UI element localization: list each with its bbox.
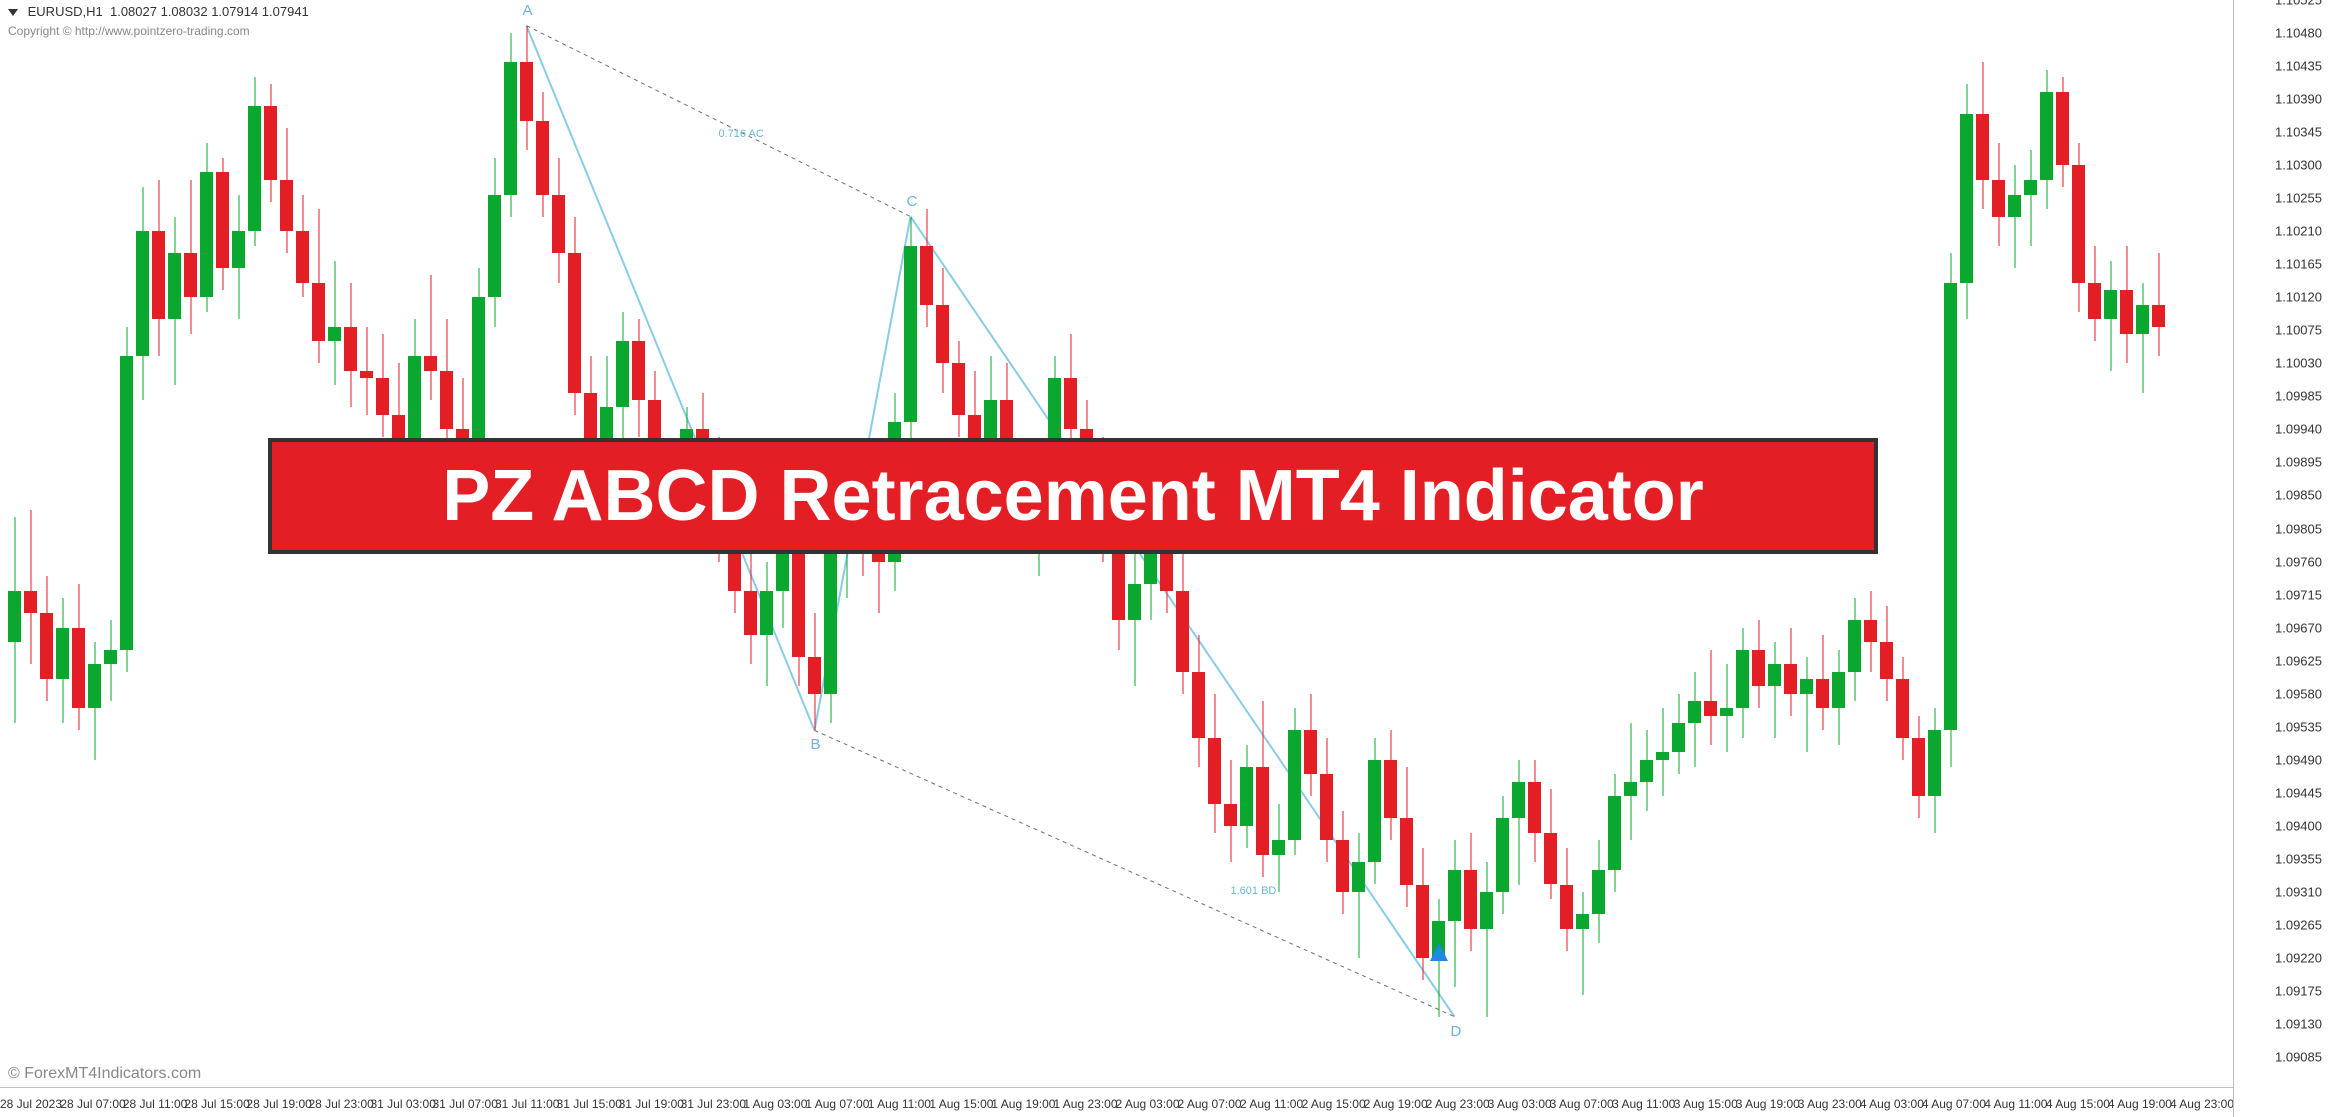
time-tick: 2 Aug 23:00	[1426, 1097, 1490, 1111]
time-tick: 2 Aug 19:00	[1364, 1097, 1428, 1111]
time-tick: 4 Aug 23:00	[2170, 1097, 2234, 1111]
price-tick: 1.10345	[2275, 125, 2322, 140]
price-axis: 1.10525 1.10480 1.10435 1.10390 1.10345 1.103…	[2233, 0, 2330, 1117]
price-tick: 1.10210	[2275, 224, 2322, 239]
fib-label: 1.601 BD	[1231, 885, 1277, 897]
time-tick: 3 Aug 07:00	[1550, 1097, 1614, 1111]
price-tick: 1.09670	[2275, 620, 2322, 635]
price-tick: 1.10165	[2275, 257, 2322, 272]
copyright-label: Copyright © http://www.pointzero-trading…	[8, 24, 250, 38]
time-tick: 31 Jul 19:00	[619, 1097, 684, 1111]
price-tick: 1.09805	[2275, 521, 2322, 536]
price-tick: 1.09265	[2275, 917, 2322, 932]
chart-header: EURUSD,H1 1.08027 1.08032 1.07914 1.0794…	[8, 4, 309, 19]
price-tick: 1.09895	[2275, 455, 2322, 470]
price-tick: 1.09625	[2275, 653, 2322, 668]
time-tick: 28 Jul 11:00	[123, 1097, 188, 1111]
pattern-point-label: A	[523, 2, 533, 19]
price-tick: 1.10300	[2275, 158, 2322, 173]
price-tick: 1.09085	[2275, 1050, 2322, 1065]
price-tick: 1.09490	[2275, 752, 2322, 767]
price-tick: 1.10255	[2275, 191, 2322, 206]
time-tick: 4 Aug 07:00	[1922, 1097, 1986, 1111]
dropdown-icon[interactable]	[8, 9, 18, 16]
price-tick: 1.09310	[2275, 884, 2322, 899]
symbol-label: EURUSD,H1	[28, 4, 103, 19]
time-tick: 3 Aug 03:00	[1488, 1097, 1552, 1111]
price-tick: 1.09535	[2275, 719, 2322, 734]
chart-area[interactable]: EURUSD,H1 1.08027 1.08032 1.07914 1.0794…	[0, 0, 2233, 1117]
time-tick: 28 Jul 19:00	[246, 1097, 311, 1111]
time-tick: 1 Aug 07:00	[805, 1097, 869, 1111]
title-text: PZ ABCD Retracement MT4 Indicator	[442, 455, 1704, 537]
price-tick: 1.10030	[2275, 356, 2322, 371]
time-tick: 31 Jul 11:00	[495, 1097, 560, 1111]
price-tick: 1.10480	[2275, 26, 2322, 41]
price-tick: 1.09580	[2275, 686, 2322, 701]
time-tick: 2 Aug 07:00	[1178, 1097, 1242, 1111]
title-banner: PZ ABCD Retracement MT4 Indicator	[268, 438, 1878, 554]
time-tick: 1 Aug 23:00	[1053, 1097, 1117, 1111]
ohlc-label: 1.08027 1.08032 1.07914 1.07941	[110, 4, 309, 19]
time-tick: 31 Jul 15:00	[557, 1097, 622, 1111]
price-tick: 1.10435	[2275, 59, 2322, 74]
time-tick: 1 Aug 03:00	[743, 1097, 807, 1111]
time-tick: 1 Aug 11:00	[868, 1097, 931, 1111]
time-tick: 4 Aug 11:00	[1984, 1097, 2047, 1111]
time-tick: 1 Aug 15:00	[929, 1097, 993, 1111]
time-tick: 31 Jul 23:00	[681, 1097, 746, 1111]
price-tick: 1.09130	[2275, 1016, 2322, 1031]
time-tick: 31 Jul 03:00	[370, 1097, 435, 1111]
price-tick: 1.09850	[2275, 488, 2322, 503]
pattern-point-label: B	[811, 736, 821, 753]
price-tick: 1.09400	[2275, 818, 2322, 833]
time-tick: 2 Aug 15:00	[1302, 1097, 1366, 1111]
price-tick: 1.09175	[2275, 983, 2322, 998]
price-tick: 1.10525	[2275, 0, 2322, 8]
time-tick: 3 Aug 11:00	[1612, 1097, 1675, 1111]
price-tick: 1.10390	[2275, 92, 2322, 107]
time-tick: 4 Aug 19:00	[2108, 1097, 2172, 1111]
time-axis: 28 Jul 202328 Jul 07:0028 Jul 11:0028 Ju…	[0, 1087, 2233, 1117]
fib-label: 0.716 AC	[719, 128, 764, 140]
time-tick: 4 Aug 15:00	[2046, 1097, 2110, 1111]
price-tick: 1.09445	[2275, 785, 2322, 800]
time-tick: 2 Aug 03:00	[1115, 1097, 1179, 1111]
time-tick: 28 Jul 07:00	[60, 1097, 125, 1111]
time-tick: 3 Aug 19:00	[1736, 1097, 1800, 1111]
pattern-point-label: D	[1451, 1023, 1462, 1040]
time-tick: 31 Jul 07:00	[433, 1097, 498, 1111]
time-tick: 1 Aug 19:00	[991, 1097, 1055, 1111]
price-tick: 1.10075	[2275, 323, 2322, 338]
price-tick: 1.09940	[2275, 422, 2322, 437]
time-tick: 28 Jul 23:00	[308, 1097, 373, 1111]
time-tick: 3 Aug 15:00	[1674, 1097, 1738, 1111]
price-tick: 1.09760	[2275, 554, 2322, 569]
price-tick: 1.09355	[2275, 851, 2322, 866]
price-tick: 1.09985	[2275, 389, 2322, 404]
watermark-label: © ForexMT4Indicators.com	[8, 1065, 201, 1083]
pattern-point-label: C	[907, 193, 918, 210]
time-tick: 28 Jul 2023	[0, 1097, 62, 1111]
price-tick: 1.09715	[2275, 587, 2322, 602]
time-tick: 3 Aug 23:00	[1798, 1097, 1862, 1111]
price-tick: 1.10120	[2275, 290, 2322, 305]
time-tick: 2 Aug 11:00	[1240, 1097, 1303, 1111]
time-tick: 4 Aug 03:00	[1860, 1097, 1924, 1111]
time-tick: 28 Jul 15:00	[184, 1097, 249, 1111]
price-tick: 1.09220	[2275, 950, 2322, 965]
buy-arrow-icon	[1430, 943, 1448, 961]
